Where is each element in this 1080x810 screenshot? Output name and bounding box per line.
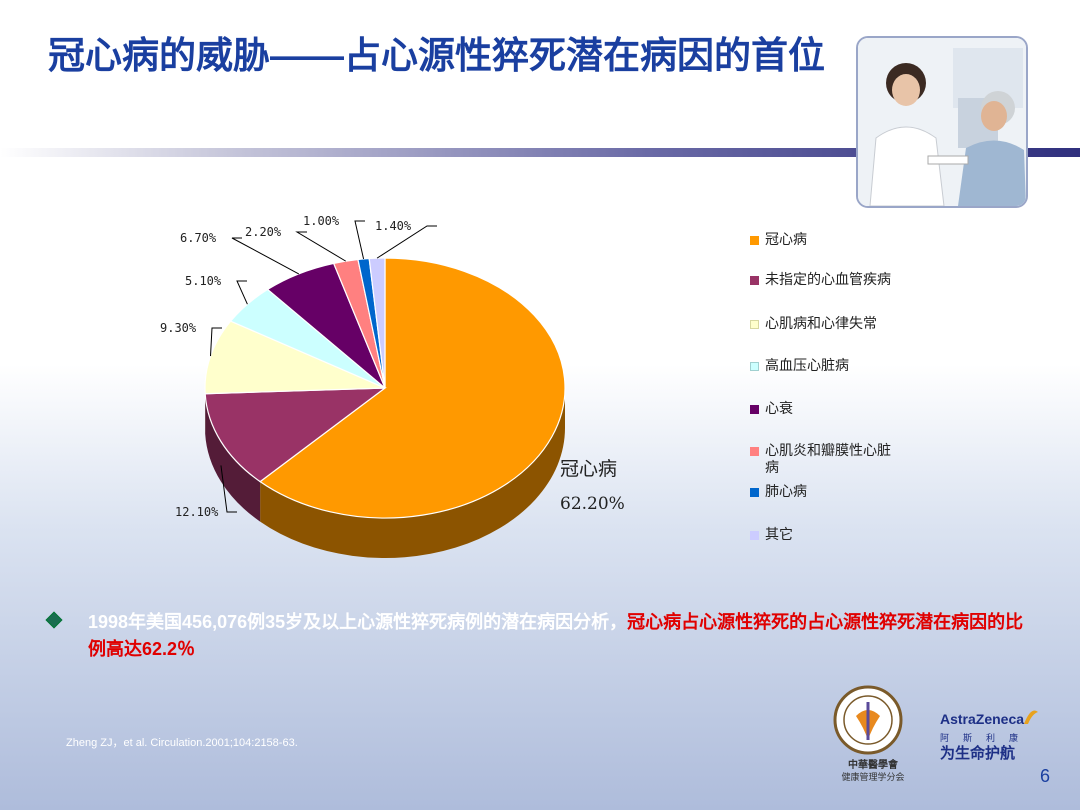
data-label: 2.20% (245, 225, 282, 239)
legend-item: 其它 (750, 527, 893, 544)
legend-item: 肺心病 (750, 484, 893, 501)
pie-chart: 冠心病 62.20% 12.10% 9.30% 5.10% 6.70% 2.20% 1.00%… (160, 214, 625, 558)
astrazeneca-logo: AstraZeneca (940, 711, 1025, 727)
bullet-icon (45, 611, 63, 629)
legend-item: 冠心病 (750, 232, 893, 249)
legend-swatch (750, 447, 759, 456)
legend-item: 心肌炎和瓣膜性心脏病 (750, 443, 893, 477)
pie-side (260, 388, 565, 558)
astrazeneca-mark-icon (1024, 710, 1038, 724)
citation: Zheng ZJ，et al. Circulation.2001;104:215… (66, 737, 298, 749)
legend-swatch (750, 236, 759, 245)
legend-item: 心衰 (750, 401, 893, 418)
leader-line (231, 237, 300, 275)
legend-swatch (750, 276, 759, 285)
data-label: 62.20% (560, 494, 625, 514)
astrazeneca-chinese: 阿斯利康 (940, 733, 1033, 743)
legend-label: 冠心病 (765, 232, 807, 248)
legend-swatch (750, 531, 759, 540)
slide-title: 冠心病的威胁——占心源性猝死潜在病因的首位 (48, 35, 825, 76)
legend-label: 高血压心脏病 (765, 358, 849, 374)
cma-text1: 中華醫學會 (848, 760, 898, 771)
legend-label: 心肌病和心律失常 (765, 316, 877, 332)
legend-label: 心肌炎和瓣膜性心脏病 (765, 443, 891, 476)
pie-slice (259, 257, 566, 519)
leader-line (295, 231, 346, 262)
cma-text2: 健康管理学分会 (841, 772, 905, 782)
page-number: 6 (1040, 766, 1051, 786)
doctor-patient-photo (856, 36, 1028, 208)
title-divider (0, 148, 1080, 157)
legend-label: 其它 (765, 527, 793, 543)
data-label: 12.10% (175, 505, 219, 519)
data-label: 1.40% (375, 219, 412, 233)
data-label: 6.70% (180, 231, 217, 245)
legend-item: 高血压心脏病 (750, 358, 893, 375)
data-label: 5.10% (185, 274, 222, 288)
leader-line (220, 465, 237, 513)
pie-slice (204, 320, 386, 395)
legend-label: 心衰 (765, 401, 793, 417)
leader-line (354, 220, 365, 260)
legend-label: 未指定的心血管疾病 (765, 272, 891, 288)
legend-swatch (750, 488, 759, 497)
legend-item: 未指定的心血管疾病 (750, 272, 893, 289)
legend-swatch (750, 405, 759, 414)
leader-line (236, 280, 248, 305)
astrazeneca-slogan: 为生命护航 (940, 745, 1016, 762)
cma-logo (833, 685, 903, 755)
highlight-label: 冠心病 (560, 458, 617, 480)
body-text-normal: 1998年美国456,076例35岁及以上心源性猝死病例的潜在病因分析， (88, 612, 628, 632)
data-label: 9.30% (160, 321, 197, 335)
legend-swatch (750, 320, 759, 329)
legend-swatch (750, 362, 759, 371)
leader-line (210, 327, 222, 357)
body-text: 1998年美国456,076例35岁及以上心源性猝死病例的潜在病因分析，冠心病占… (88, 609, 1038, 663)
pie-slice (204, 387, 387, 483)
body-text-highlight: 冠心病占心源性猝死的占心源性猝死潜在病因的比例高达62.2％ (88, 612, 1024, 659)
leader-line (376, 225, 437, 259)
legend-label: 肺心病 (765, 484, 807, 500)
data-label: 1.00% (303, 214, 340, 228)
legend-item: 心肌病和心律失常 (750, 316, 893, 333)
